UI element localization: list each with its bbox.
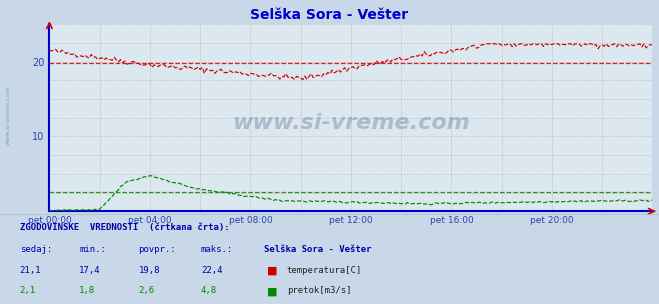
Text: 1,8: 1,8 (79, 286, 95, 295)
Text: 4,8: 4,8 (201, 286, 217, 295)
Text: temperatura[C]: temperatura[C] (287, 266, 362, 275)
Text: pretok[m3/s]: pretok[m3/s] (287, 286, 351, 295)
Text: 21,1: 21,1 (20, 266, 42, 275)
Text: www.si-vreme.com: www.si-vreme.com (5, 86, 11, 145)
Text: ■: ■ (267, 286, 277, 296)
Text: ZGODOVINSKE  VREDNOSTI  (črtkana črta):: ZGODOVINSKE VREDNOSTI (črtkana črta): (20, 223, 229, 233)
Text: 17,4: 17,4 (79, 266, 101, 275)
Text: 19,8: 19,8 (138, 266, 160, 275)
Text: 2,6: 2,6 (138, 286, 154, 295)
Text: min.:: min.: (79, 245, 106, 254)
Text: 22,4: 22,4 (201, 266, 223, 275)
Text: 2,1: 2,1 (20, 286, 36, 295)
Text: povpr.:: povpr.: (138, 245, 176, 254)
Text: Selška Sora - Vešter: Selška Sora - Vešter (250, 8, 409, 22)
Text: www.si-vreme.com: www.si-vreme.com (232, 113, 470, 133)
Text: sedaj:: sedaj: (20, 245, 52, 254)
Text: maks.:: maks.: (201, 245, 233, 254)
Text: Selška Sora - Vešter: Selška Sora - Vešter (264, 245, 371, 254)
Text: ■: ■ (267, 266, 277, 276)
